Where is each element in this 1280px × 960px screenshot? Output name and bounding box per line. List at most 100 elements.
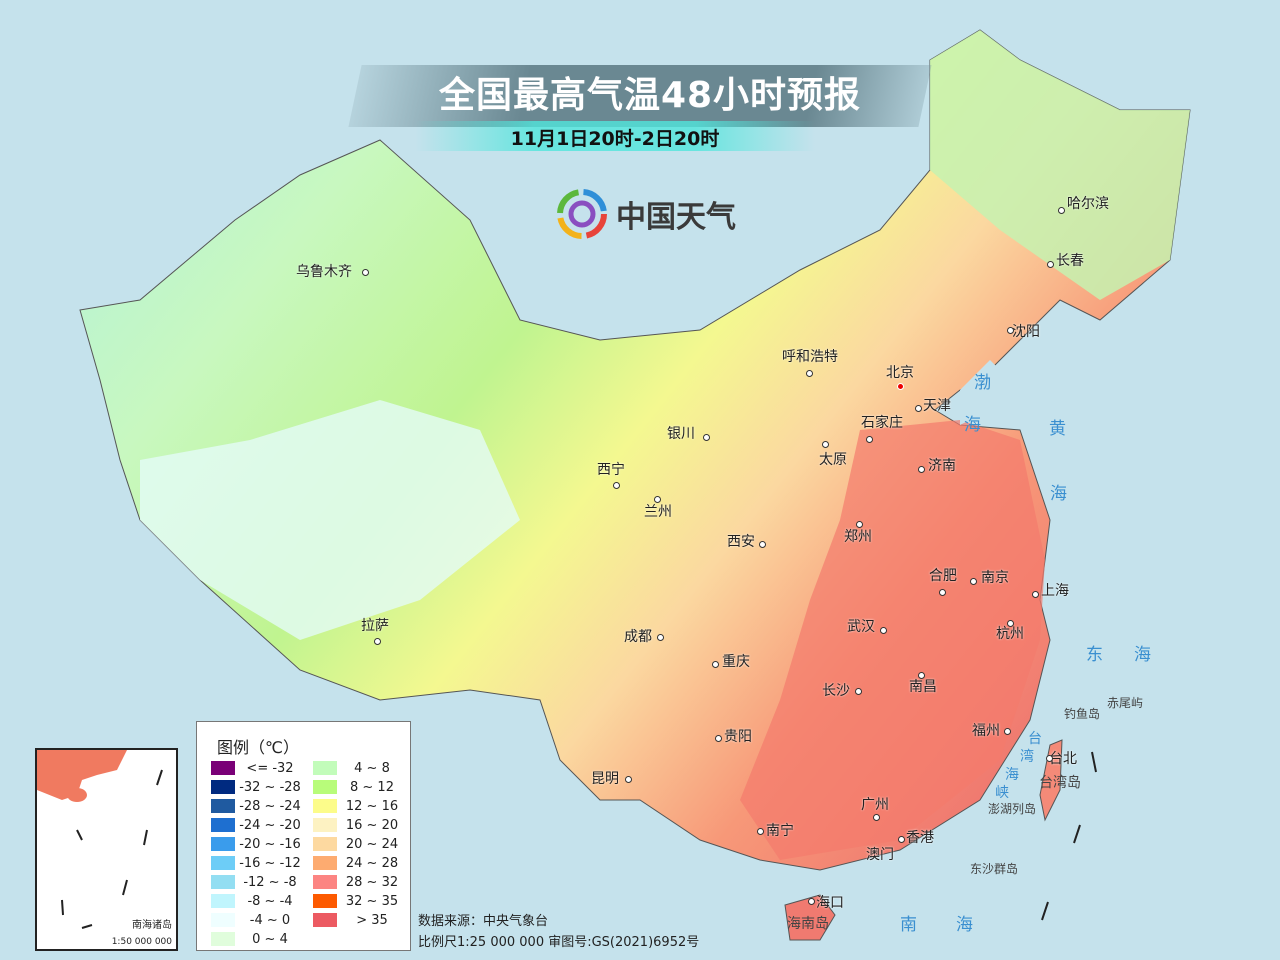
city-marker-icon — [712, 661, 719, 668]
city-marker-icon — [808, 898, 815, 905]
legend-item: -24 ~ -20 — [211, 817, 305, 833]
sea-label: 湾 — [1020, 749, 1034, 765]
city-label: 太原 — [819, 452, 847, 468]
legend-label: 20 ~ 24 — [345, 836, 399, 852]
city-marker-icon — [625, 776, 632, 783]
legend-item: 16 ~ 20 — [313, 817, 407, 833]
city-marker-icon — [939, 589, 946, 596]
city-label: 南京 — [981, 570, 1009, 586]
island-label: 澎湖列岛 — [988, 802, 1037, 816]
northeast-green-region — [930, 30, 1190, 300]
city-label: 福州 — [972, 723, 1000, 739]
legend-item: -28 ~ -24 — [211, 798, 305, 814]
legend-swatch — [313, 818, 337, 832]
city-marker-icon — [873, 814, 880, 821]
subtitle-band — [415, 121, 815, 151]
legend-swatch — [211, 913, 235, 927]
city-label: 上海 — [1041, 583, 1069, 599]
legend-swatch — [313, 837, 337, 851]
city-label: 沈阳 — [1012, 324, 1040, 340]
legend-swatch — [211, 837, 235, 851]
city-marker-icon — [915, 405, 922, 412]
sea-label: 海 — [1005, 767, 1019, 783]
city-marker-icon — [1046, 755, 1053, 762]
legend-item: 20 ~ 24 — [313, 836, 407, 852]
legend-swatch — [313, 875, 337, 889]
city-label: 台北 — [1049, 751, 1077, 767]
sea-label: 南 — [900, 915, 917, 935]
city-label: 昆明 — [591, 771, 619, 787]
legend-item: 4 ~ 8 — [313, 760, 407, 776]
city-label: 杭州 — [996, 626, 1024, 642]
city-label: 南宁 — [766, 823, 794, 839]
legend-label: 24 ~ 28 — [345, 855, 399, 871]
legend-item: 12 ~ 16 — [313, 798, 407, 814]
legend-item: -4 ~ 0 — [211, 912, 305, 928]
scale-review-number: 比例尺1:25 000 000 审图号:GS(2021)6952号 — [418, 935, 700, 950]
city-marker-icon — [898, 836, 905, 843]
legend-swatch — [211, 761, 235, 775]
china-weather-swirl-icon — [557, 189, 607, 239]
legend-swatch — [313, 913, 337, 927]
city-label: 兰州 — [644, 504, 672, 520]
sea-label: 台 — [1028, 731, 1042, 747]
legend-swatch — [313, 780, 337, 794]
inset-map — [37, 750, 163, 929]
sea-label: 东 — [1086, 645, 1103, 665]
city-marker-icon — [613, 482, 620, 489]
legend-swatch — [313, 799, 337, 813]
city-label: 哈尔滨 — [1067, 196, 1109, 212]
sea-label: 海 — [1050, 484, 1067, 504]
city-label: 呼和浩特 — [782, 349, 838, 365]
legend-label: > 35 — [356, 912, 388, 928]
legend-item: -20 ~ -16 — [211, 836, 305, 852]
sea-label: 峡 — [995, 785, 1009, 801]
city-marker-icon — [654, 496, 661, 503]
city-marker-icon — [759, 541, 766, 548]
city-label: 长沙 — [822, 683, 850, 699]
city-label: 天津 — [923, 398, 951, 414]
city-marker-icon — [1007, 327, 1014, 334]
city-label: 北京 — [886, 365, 914, 381]
city-label: 拉萨 — [361, 618, 389, 634]
hainan-island — [784, 894, 836, 941]
legend-label: 12 ~ 16 — [345, 798, 399, 814]
city-marker-icon — [1058, 207, 1065, 214]
legend-label: 16 ~ 20 — [345, 817, 399, 833]
city-label: 南昌 — [909, 679, 937, 695]
city-marker-icon — [362, 269, 369, 276]
city-marker-icon — [970, 578, 977, 585]
legend-swatch — [211, 894, 235, 908]
legend-swatch — [211, 932, 235, 946]
city-marker-icon — [715, 735, 722, 742]
legend-label: 4 ~ 8 — [354, 760, 390, 776]
city-label: 贵阳 — [724, 729, 752, 745]
legend-item: -12 ~ -8 — [211, 874, 305, 890]
city-label: 武汉 — [847, 619, 875, 635]
legend-swatch — [211, 780, 235, 794]
legend-title: 图例（℃） — [217, 738, 299, 757]
city-marker-icon — [757, 828, 764, 835]
legend-item: 28 ~ 32 — [313, 874, 407, 890]
legend-item: -8 ~ -4 — [211, 893, 305, 909]
legend-item: 0 ~ 4 — [211, 931, 305, 947]
city-marker-icon — [703, 434, 710, 441]
taiwan-island — [1039, 739, 1063, 822]
city-label: 石家庄 — [861, 415, 903, 431]
legend-swatch — [313, 894, 337, 908]
legend-item: 24 ~ 28 — [313, 855, 407, 871]
city-label: 西宁 — [597, 462, 625, 478]
logo-text: 中国天气 — [616, 200, 736, 235]
city-label: 香港 — [906, 830, 934, 846]
city-marker-icon — [822, 441, 829, 448]
sea-label: 海 — [1134, 645, 1151, 665]
sea-label: 黄 — [1049, 419, 1066, 439]
northwest-cool-region — [140, 400, 520, 640]
legend-label: -32 ~ -28 — [239, 779, 301, 795]
city-label: 济南 — [928, 458, 956, 474]
south-china-sea-inset: 南海诸岛 1:50 000 000 — [35, 748, 178, 951]
city-marker-icon — [918, 672, 925, 679]
legend: 图例（℃） <= -32 -32 ~ -28 -28 ~ -24 -24 ~ -20 -… — [196, 721, 411, 951]
sea-label: 海 — [964, 415, 981, 435]
